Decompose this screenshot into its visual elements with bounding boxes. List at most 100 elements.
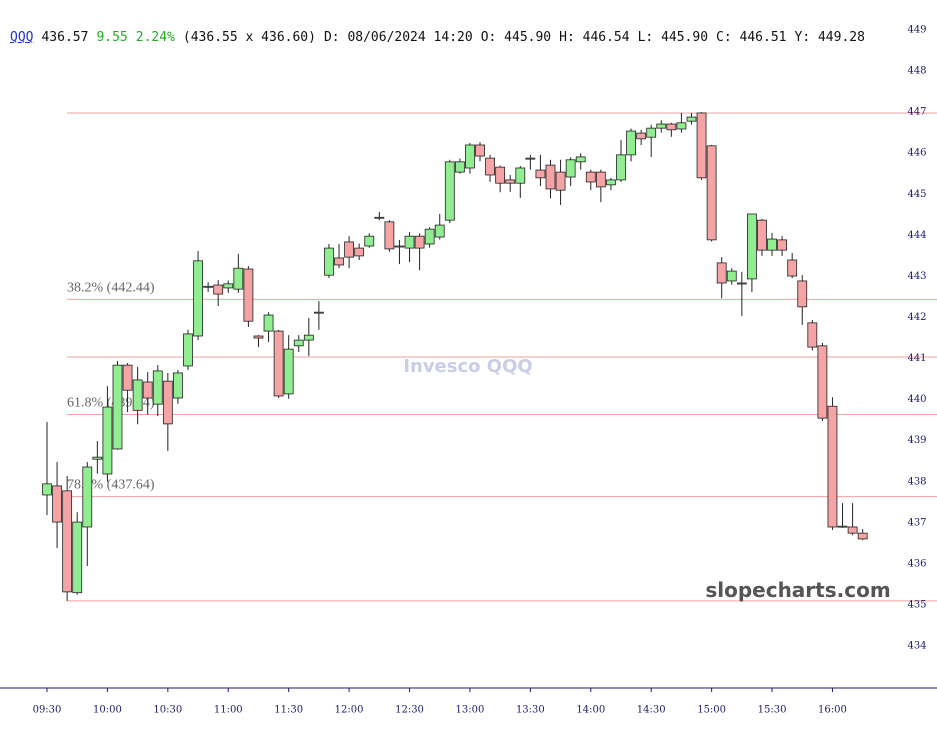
bid-ask: (436.55 x 436.60) [182, 30, 316, 45]
candle-body [444, 161, 455, 221]
candle-body [545, 164, 556, 190]
candle-body [102, 406, 113, 475]
candle-body [253, 335, 264, 339]
candle-body [213, 284, 224, 295]
candle-body [454, 161, 465, 173]
candle-body [344, 241, 355, 258]
candle-body [817, 345, 828, 419]
candle-body [92, 456, 103, 460]
candle-body [626, 130, 636, 156]
candle-body [183, 333, 193, 367]
candle-body [354, 247, 365, 257]
candle-body [505, 179, 516, 184]
credit: slopecharts.com [705, 578, 890, 602]
candle-body [263, 314, 274, 332]
candle-body [565, 159, 576, 178]
candle-body [575, 156, 586, 163]
candle-body [374, 216, 385, 219]
candle-body [847, 526, 858, 534]
x-tick-label: 15:00 [697, 705, 726, 716]
candle-body [72, 521, 83, 594]
candle-body [696, 112, 707, 179]
level-label: 38.2% (442.44) [67, 280, 155, 295]
symbol-link[interactable]: QQQ [10, 30, 34, 45]
x-tick-label: 16:00 [818, 705, 847, 716]
candle-body [152, 370, 163, 405]
candle-body [414, 235, 425, 249]
candle-body [465, 144, 475, 169]
last-price: 436.57 [41, 30, 89, 45]
candle-body [364, 235, 375, 247]
candle-body [283, 348, 294, 395]
candle-body [82, 466, 93, 528]
candle-body [606, 179, 616, 186]
y-value: Y: 449.28 [794, 30, 865, 45]
y-tick-label: 447 [907, 107, 926, 118]
level-label: 78.6% (437.64) [67, 478, 155, 493]
candle-body [736, 282, 747, 285]
candle-body [324, 247, 334, 276]
watermark: Invesco QQQ [403, 356, 532, 377]
candle-body [656, 123, 667, 129]
candle-body [313, 311, 324, 314]
candle-body [404, 235, 415, 249]
candle-body [384, 221, 395, 250]
y-tick-label: 449 [907, 24, 926, 35]
candle-body [273, 330, 284, 397]
candle-body [495, 166, 506, 184]
candle-body [646, 127, 657, 138]
x-tick-label: 12:30 [395, 705, 424, 716]
candle-body [837, 525, 848, 528]
candle-body [334, 257, 344, 266]
x-tick-label: 12:00 [335, 705, 364, 716]
y-tick-label: 435 [907, 600, 926, 611]
change-pct: 2.24% [135, 30, 175, 45]
candle-body [757, 219, 767, 251]
y-tick-label: 441 [907, 353, 926, 364]
x-tick-label: 09:30 [33, 705, 62, 716]
candle-body [636, 132, 647, 140]
candle-body [122, 364, 133, 391]
change: 9.55 [96, 30, 128, 45]
open: O: 445.90 [480, 30, 552, 45]
candle-body [857, 532, 868, 540]
candle-body [434, 224, 445, 238]
candle-body [767, 238, 777, 251]
candle-body [112, 364, 123, 450]
candle-body [666, 123, 677, 131]
candle-body [162, 380, 173, 425]
y-tick-label: 442 [907, 312, 926, 323]
candle-body [515, 167, 526, 184]
x-tick-label: 14:30 [637, 705, 666, 716]
candle-body [243, 268, 254, 322]
y-tick-label: 448 [907, 66, 926, 77]
candle-body [747, 213, 757, 280]
low: L: 445.90 [637, 30, 709, 45]
candle-body [62, 490, 73, 593]
candle-body [485, 157, 495, 176]
x-tick-label: 11:30 [274, 705, 303, 716]
y-tick-label: 440 [907, 394, 926, 405]
y-tick-label: 436 [907, 558, 926, 569]
high: H: 446.54 [559, 30, 630, 45]
x-tick-label: 11:00 [214, 705, 243, 716]
y-tick-label: 445 [907, 189, 926, 200]
candle-body [787, 259, 798, 277]
candle-body [777, 239, 788, 251]
candle-body [193, 260, 203, 337]
candle-body [807, 322, 818, 348]
y-tick-label: 438 [907, 476, 926, 487]
date: D: 08/06/2024 14:20 [323, 30, 473, 45]
candle-body [686, 116, 697, 122]
y-tick-label: 443 [907, 271, 926, 282]
candle-body [585, 171, 596, 183]
candle-body [173, 372, 183, 399]
candle-body [424, 228, 435, 245]
candle-body [555, 171, 566, 191]
candle-body [827, 405, 838, 528]
candle-body [706, 145, 717, 241]
candle-body [42, 483, 52, 496]
candle-body [233, 267, 244, 290]
